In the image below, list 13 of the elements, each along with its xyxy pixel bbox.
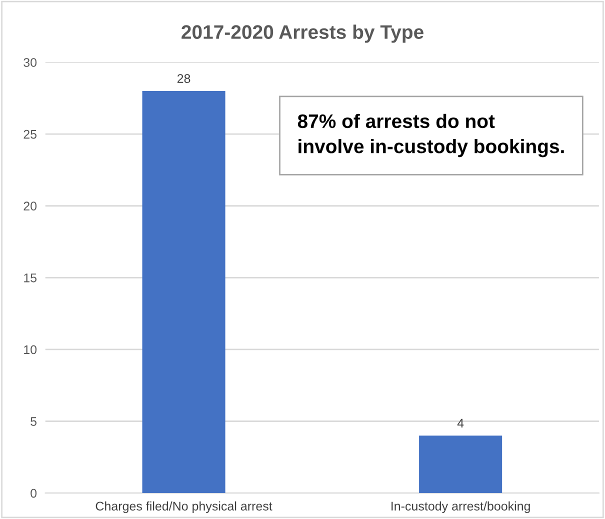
y-tick-label: 0 — [30, 488, 37, 498]
data-label: 28 — [177, 74, 190, 83]
y-tick-label: 10 — [24, 345, 37, 354]
y-tick-label: 15 — [24, 274, 37, 282]
y-tick-label: 30 — [24, 58, 37, 67]
annotation: 87% of arrests do not involve in-custody bookings. — [298, 114, 564, 158]
data-label: 4 — [457, 418, 464, 428]
x-tick-label: In-custody arrest/booking — [392, 501, 530, 514]
chart-title: 2017-2020 Arrests by Type — [182, 24, 424, 43]
x-tick-label: Charges filed/No physical arrest — [96, 501, 272, 514]
y-tick-label: 25 — [24, 130, 37, 139]
y-tick-label: 5 — [30, 417, 37, 426]
y-tick-label: 20 — [24, 202, 37, 211]
